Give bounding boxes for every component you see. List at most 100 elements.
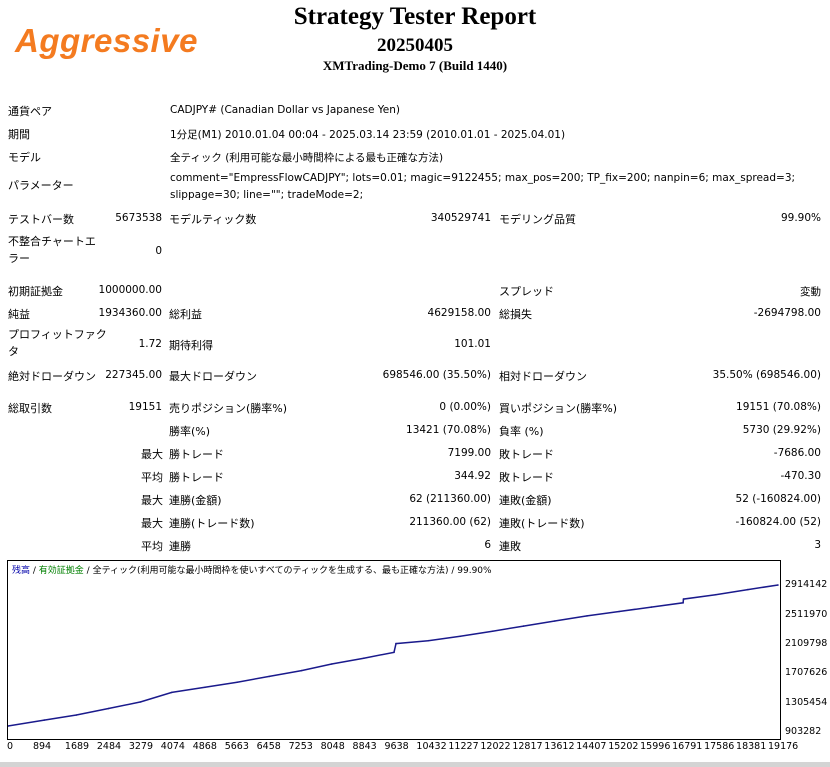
series-point: [682, 602, 684, 604]
x-tick-label: 7253: [288, 741, 313, 752]
trades-label: 総取引数: [8, 402, 52, 415]
x-tick-label: 17586: [704, 741, 735, 752]
y-tick-label: 2109798: [785, 638, 828, 650]
netprofit-value: 1934360.00: [98, 307, 162, 319]
avg-loss-value: -470.30: [780, 470, 821, 482]
avg-label-1: 平均: [141, 471, 163, 484]
grossprofit-value: 4629158.00: [427, 307, 491, 319]
avg-consec-win-value: 6: [484, 539, 491, 551]
maxdd-label: 最大ドローダウン: [169, 370, 257, 383]
series-point: [618, 610, 620, 613]
report-server: XMTrading-Demo 7 (Build 1440): [322, 58, 508, 73]
ticks-value: 340529741: [430, 212, 491, 224]
legend-equity: 有効証拠金: [38, 566, 84, 576]
avg-win-value: 344.92: [454, 470, 491, 482]
balance-chart-svg: [7, 584, 779, 727]
y-tick-label: 2511970: [785, 608, 828, 620]
series-point: [747, 588, 749, 591]
loss-value: 5730 (29.92%): [742, 424, 821, 436]
series-point: [427, 639, 430, 642]
series-line-0: [7, 584, 779, 727]
series-point: [139, 701, 142, 703]
series-point: [300, 669, 303, 672]
series-point: [650, 606, 653, 608]
bottom-scrollbar[interactable]: [0, 762, 830, 767]
absdd-value: 227345.00: [105, 369, 162, 381]
period-label: 期間: [8, 128, 30, 141]
model-label: モデル: [8, 151, 41, 164]
series-point: [554, 620, 556, 622]
x-tick-label: 12022: [480, 741, 511, 752]
netprofit-label: 純益: [8, 308, 30, 321]
largest-loss-value: -7686.00: [773, 447, 821, 459]
series-point: [395, 642, 397, 645]
long-value: 19151 (70.08%): [736, 401, 821, 413]
series-point: [75, 714, 78, 716]
y-tick-label: 1305454: [785, 696, 828, 708]
largest-loss-label: 敗トレード: [499, 448, 554, 461]
x-tick-label: 15202: [608, 741, 639, 752]
ticks-label: モデルティック数: [169, 213, 257, 226]
x-tick-label: 11227: [448, 741, 479, 752]
x-tick-label: 18381: [736, 741, 767, 752]
series-point: [330, 663, 333, 665]
spread-value: 変動: [800, 286, 821, 298]
series-point: [363, 657, 365, 659]
avg-consec-win-label: 連勝: [169, 540, 191, 553]
deposit-value: 1000000.00: [98, 284, 162, 296]
series-point: [522, 625, 525, 627]
reldd-value: 35.50% (698546.00): [712, 369, 821, 381]
reldd-label: 相対ドローダウン: [499, 370, 587, 383]
loss-label: 負率 (%): [499, 425, 544, 438]
consec-profit-label: 連勝(トレード数): [169, 517, 255, 530]
x-tick-label: 16791: [672, 741, 703, 752]
series-point: [204, 686, 206, 689]
consec-win-value: 62 (211360.00): [409, 493, 491, 505]
bars-value: 5673538: [115, 212, 162, 224]
series-point: [236, 681, 238, 683]
x-tick-label: 2484: [96, 741, 122, 752]
consec-loss-label: 連敗(金額): [499, 494, 552, 507]
consec-profit-value: 211360.00 (62): [409, 516, 491, 528]
x-tick-label: 3279: [128, 741, 154, 752]
x-tick-label: 8048: [320, 741, 345, 752]
series-point: [586, 615, 588, 617]
grossprofit-label: 総利益: [169, 308, 202, 321]
chart-legend: 残高 / 有効証拠金 / 全ティック(利用可能な最小時間枠を使いすべてのティック…: [12, 563, 492, 576]
x-tick-label: 14407: [576, 741, 607, 752]
x-tick-label: 19176: [768, 741, 799, 752]
avg-loss-label: 敗トレード: [499, 471, 554, 484]
params-label: パラメーター: [8, 179, 74, 192]
x-tick-label: 8843: [352, 741, 377, 752]
period-value: 1分足(M1) 2010.01.04 00:04 - 2025.03.14 23…: [170, 129, 566, 141]
long-label: 買いポジション(勝率%): [499, 402, 618, 415]
x-tick-label: 9638: [384, 741, 409, 752]
max-label-1: 最大: [141, 448, 163, 461]
grossloss-label: 総損失: [499, 308, 532, 321]
mismatch-value: 0: [155, 245, 162, 257]
y-tick-label: 1707626: [785, 667, 828, 679]
series-point: [107, 707, 110, 710]
series-point: [491, 630, 494, 632]
avg-win-label: 勝トレード: [169, 471, 224, 484]
params-value: comment="EmpressFlowCADJPY"; lots=0.01; …: [170, 172, 796, 201]
spread-label: スプレッド: [499, 285, 554, 298]
grossloss-value: -2694798.00: [753, 307, 821, 319]
x-tick-label: 15996: [640, 741, 671, 752]
pf-value: 1.72: [138, 338, 162, 350]
largest-win-label: 勝トレード: [169, 448, 224, 461]
largest-win-value: 7199.00: [447, 447, 491, 459]
report-title: Strategy Tester Report: [293, 3, 537, 30]
quality-value: 99.90%: [780, 212, 821, 224]
balance-chart: [7, 560, 781, 740]
avg-label-2: 平均: [141, 540, 163, 553]
consec-lossamt-value: -160824.00 (52): [735, 516, 821, 528]
symbol-value: CADJPY# (Canadian Dollar vs Japanese Yen…: [170, 104, 401, 116]
series-point: [682, 598, 685, 600]
avg-consec-loss-label: 連敗: [499, 540, 521, 553]
x-tick-label: 4074: [160, 741, 185, 752]
mismatch-label: 不整合チャートエラー: [8, 235, 96, 265]
maxdd-value: 698546.00 (35.50%): [382, 369, 491, 381]
x-tick-label: 13612: [544, 741, 575, 752]
legend-sep-1: /: [30, 566, 39, 576]
